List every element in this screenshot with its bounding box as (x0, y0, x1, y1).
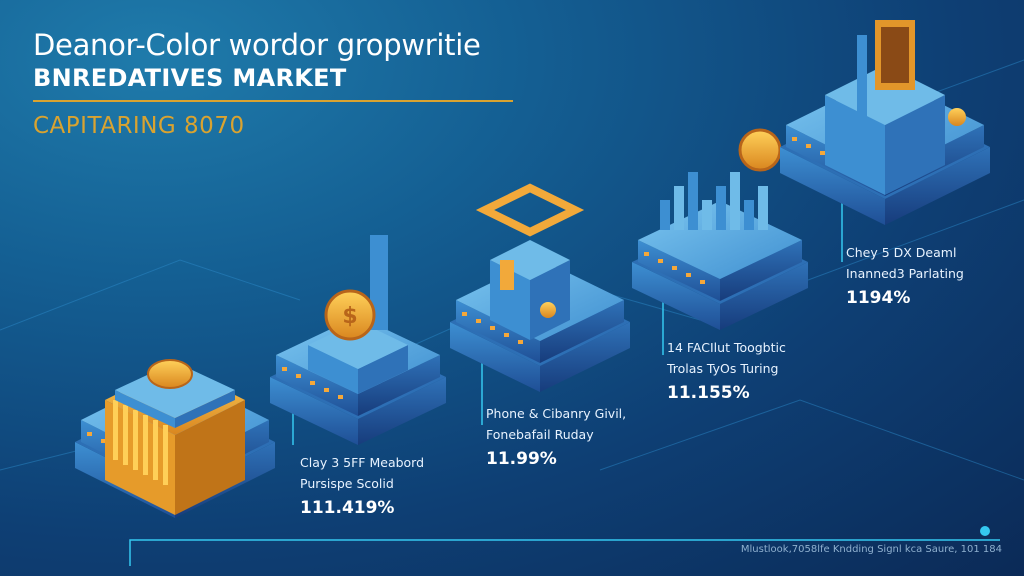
stage-1-line2: Pursispe Scolid (300, 476, 394, 491)
platform-side-right (175, 390, 235, 428)
platform-light (658, 259, 663, 263)
platform-side-right (540, 322, 630, 392)
temple-column (153, 420, 158, 480)
platform-light (644, 252, 649, 256)
platform-top (115, 362, 235, 418)
platform-light (518, 340, 523, 344)
platform-side-left (115, 390, 175, 428)
stage-3-line1: 14 FACIlut Toogbtic (667, 340, 786, 355)
platform-side-right (885, 147, 990, 225)
platform-light (686, 273, 691, 277)
platform-light (324, 388, 329, 392)
platform-side-left (825, 95, 885, 195)
platform-light (476, 319, 481, 323)
tower-pillar (370, 235, 388, 330)
title-divider (33, 100, 513, 102)
platform-side-left (638, 240, 720, 301)
stage-4-value: 1194% (846, 288, 911, 308)
platform-light (792, 137, 797, 141)
stage-3-line2: Trolas TyOs Turing (667, 361, 779, 376)
dollar-coin-icon (324, 289, 376, 341)
platform-side-left (450, 322, 540, 392)
platform-light (87, 432, 92, 436)
dollar-sign-icon: $ (342, 304, 357, 329)
platform-side-left (270, 377, 358, 445)
coin-icon (147, 359, 193, 389)
stage-2-line2: Fonebafail Ruday (486, 427, 594, 442)
temple-column (113, 400, 118, 460)
platform-light (806, 144, 811, 148)
platform-side-left (308, 345, 358, 394)
platform-4 (632, 128, 808, 330)
platform-3 (450, 183, 630, 392)
city-building (702, 200, 712, 230)
platform-side-right (175, 400, 245, 515)
city-building (758, 186, 768, 230)
stage-label-2: Phone & Cibanry Givil, Fonebafail Ruday … (486, 403, 626, 470)
platform-side-right (540, 300, 624, 363)
platform-5 (780, 20, 990, 225)
platform-side-left (780, 147, 885, 225)
city-building (744, 200, 754, 230)
platform-side-right (530, 260, 570, 340)
platform-side-left (632, 262, 720, 330)
platform-light (282, 367, 287, 371)
city-building (660, 200, 670, 230)
vault-door (881, 27, 909, 83)
page-title: Deanor-Color wordor gropwritie (33, 28, 481, 62)
platform-1 (75, 359, 275, 518)
platform-side-right (885, 95, 945, 195)
platform-side-right (358, 355, 440, 416)
gold-door (500, 260, 514, 290)
stage-1-line1: Clay 3 5FF Meabord (300, 455, 425, 470)
platform-2: $ (270, 235, 446, 445)
dollar-coin-icon (738, 128, 782, 172)
platform-side-left (276, 355, 358, 416)
platform-light (310, 381, 315, 385)
coin-icon (948, 108, 966, 126)
platform-light (338, 395, 343, 399)
footer-note: Mlustlook,7058lfe Kndding Signl kca Saur… (740, 544, 1002, 555)
stage-4-line2: Inanned3 Parlating (846, 266, 964, 281)
platform-side-right (358, 377, 446, 445)
city-building (716, 186, 726, 230)
platform-light (101, 439, 106, 443)
tagline: CAPITARING 8070 (33, 113, 245, 139)
platform-side-right (358, 345, 408, 394)
stage-4-line1: Chey 5 DX Deaml (846, 245, 957, 260)
stage-2-line1: Phone & Cibanry Givil, (486, 406, 627, 421)
temple-column (123, 405, 128, 465)
timeline-end-dot (980, 526, 990, 536)
gold-frame (475, 183, 585, 237)
stage-3-value: 11.155% (667, 383, 750, 403)
platform-light (672, 266, 677, 270)
platform-light (504, 333, 509, 337)
platform-light (462, 312, 467, 316)
coin-icon (540, 302, 556, 318)
stage-label-1: Clay 3 5FF Meabord Pursispe Scolid 111.4… (300, 452, 424, 519)
platform-light (820, 151, 825, 155)
platform-light (490, 326, 495, 330)
temple-column (133, 410, 138, 470)
temple-column (143, 415, 148, 475)
page-subtitle: BNREDATIVES MARKET (33, 64, 347, 92)
platform-light (700, 280, 705, 284)
city-building (674, 186, 684, 230)
temple-column (163, 425, 168, 485)
tower-pillar (857, 35, 867, 145)
platform-light (296, 374, 301, 378)
platform-side-right (720, 262, 808, 330)
city-building (730, 172, 740, 230)
stage-1-value: 111.419% (300, 498, 395, 518)
stage-label-4: Chey 5 DX Deaml Inanned3 Parlating 1194% (846, 242, 964, 309)
stage-2-value: 11.99% (486, 449, 557, 469)
platform-side-right (720, 240, 802, 301)
stage-label-3: 14 FACIlut Toogbtic Trolas TyOs Turing 1… (667, 337, 786, 404)
platform-side-left (456, 300, 540, 363)
city-building (688, 172, 698, 230)
